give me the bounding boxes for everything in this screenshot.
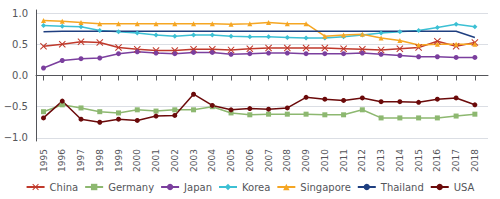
svg-text:2012: 2012: [357, 149, 367, 172]
svg-text:USA: USA: [454, 182, 475, 193]
svg-text:2006: 2006: [245, 149, 255, 172]
svg-text:2016: 2016: [432, 149, 442, 172]
svg-text:Germany: Germany: [108, 182, 154, 193]
svg-text:2002: 2002: [170, 149, 180, 172]
svg-text:0.5: 0.5: [12, 39, 28, 50]
svg-text:2010: 2010: [320, 149, 330, 172]
svg-text:Japan: Japan: [183, 182, 212, 193]
svg-text:1996: 1996: [57, 149, 67, 172]
svg-text:Singapore: Singapore: [300, 182, 350, 193]
svg-text:2017: 2017: [451, 149, 461, 172]
svg-text:Korea: Korea: [242, 182, 270, 193]
svg-text:2001: 2001: [151, 149, 161, 172]
svg-text:2013: 2013: [376, 149, 386, 172]
svg-text:1997: 1997: [76, 149, 86, 172]
svg-text:1.0: 1.0: [12, 8, 28, 19]
svg-text:2018: 2018: [470, 149, 480, 172]
svg-text:2009: 2009: [301, 149, 311, 172]
svg-text:0.0: 0.0: [12, 70, 28, 81]
svg-text:2005: 2005: [226, 149, 236, 172]
svg-text:Thailand: Thailand: [380, 182, 424, 193]
svg-text:−0.5: −0.5: [4, 101, 28, 112]
svg-text:2014: 2014: [395, 149, 405, 172]
svg-text:1998: 1998: [95, 149, 105, 172]
svg-text:2003: 2003: [189, 149, 199, 172]
svg-text:2004: 2004: [207, 149, 217, 172]
svg-text:1999: 1999: [114, 149, 124, 172]
svg-text:2008: 2008: [282, 149, 292, 172]
svg-text:2015: 2015: [414, 149, 424, 172]
svg-text:2000: 2000: [132, 149, 142, 172]
svg-text:−1.0: −1.0: [4, 132, 28, 143]
svg-text:2007: 2007: [264, 149, 274, 172]
svg-text:1995: 1995: [39, 149, 49, 172]
svg-text:China: China: [50, 182, 79, 193]
svg-text:2011: 2011: [339, 149, 349, 172]
